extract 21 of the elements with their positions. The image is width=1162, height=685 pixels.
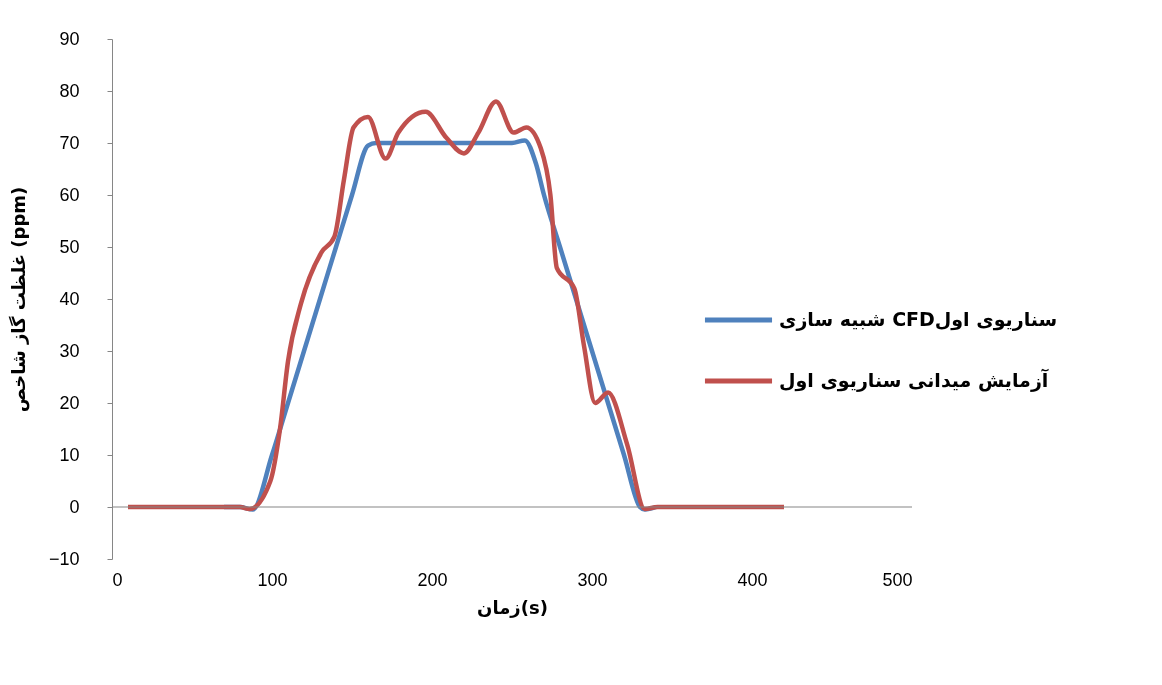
y-tick-label: 80 xyxy=(59,80,80,101)
y-tick-label: 50 xyxy=(59,236,80,257)
x-tick-label: 100 xyxy=(257,569,288,590)
y-tick-label: 90 xyxy=(59,28,80,49)
y-axis-title: غلظت گاز شاخص (ppm) xyxy=(7,186,30,413)
x-tick-label: 0 xyxy=(112,569,123,590)
x-tick-label: 500 xyxy=(882,569,913,590)
x-tick-label: 400 xyxy=(737,569,768,590)
legend-label: آزمایش میدانی سناریوی اول xyxy=(779,367,1049,392)
x-tick-label: 200 xyxy=(417,569,448,590)
x-axis-title: زمان(s) xyxy=(477,596,548,618)
y-tick-label: −10 xyxy=(48,548,80,569)
x-tick-label: 300 xyxy=(577,569,608,590)
y-tick-label: 30 xyxy=(59,340,80,361)
legend-label: شبیه سازی CFDسناریوی اول xyxy=(779,307,1058,331)
y-tick-label: 0 xyxy=(69,496,80,517)
y-tick-label: 60 xyxy=(59,184,80,205)
y-tick-label: 10 xyxy=(59,444,80,465)
y-tick-label: 20 xyxy=(59,392,80,413)
y-tick-label: 70 xyxy=(59,132,80,153)
y-tick-label: 40 xyxy=(59,288,80,309)
